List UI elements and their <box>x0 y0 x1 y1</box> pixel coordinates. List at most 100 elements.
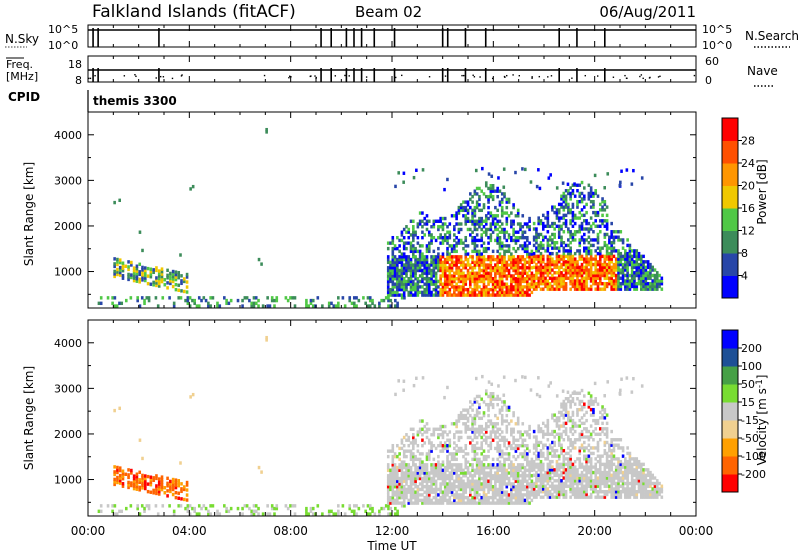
power-cell <box>455 255 458 259</box>
power-cell <box>564 202 568 207</box>
velocity-cell <box>585 473 588 478</box>
velocity-cell <box>466 419 470 423</box>
velocity-cell <box>138 485 142 490</box>
velocity-cell <box>457 493 461 497</box>
velocity-data <box>97 335 664 516</box>
velocity-cell <box>423 501 427 505</box>
velocity-cell <box>432 490 436 494</box>
power-cell <box>412 293 415 297</box>
velocity-cell <box>496 490 499 494</box>
velocity-cell <box>152 488 155 493</box>
power-cell <box>491 186 495 191</box>
velocity-cell <box>548 476 552 480</box>
velocity-cell <box>498 438 502 442</box>
power-cell <box>434 285 438 289</box>
nave-point <box>624 74 626 77</box>
velocity-cell <box>154 504 158 508</box>
velocity-cell <box>592 451 595 456</box>
power-cell <box>583 219 586 223</box>
velocity-cell <box>505 493 509 497</box>
power-cell <box>432 293 436 297</box>
velocity-cell <box>491 501 495 505</box>
power-cell <box>425 244 429 248</box>
velocity-cell <box>455 476 458 481</box>
velocity-cell <box>400 490 404 494</box>
power-cell <box>160 267 164 271</box>
nave-point <box>461 74 463 77</box>
velocity-cell <box>494 471 497 475</box>
velocity-cell <box>598 473 602 478</box>
velocity-cell <box>450 487 454 492</box>
velocity-cell <box>180 489 183 494</box>
velocity-cell <box>482 485 486 489</box>
power-cell <box>471 216 474 221</box>
velocity-cell <box>471 463 474 467</box>
velocity-cell <box>589 479 593 483</box>
power-cell <box>425 274 429 278</box>
nave-point <box>659 75 661 77</box>
power-cell <box>642 287 645 291</box>
velocity-cell <box>321 512 324 516</box>
power-cell <box>521 244 525 248</box>
power-cell <box>564 260 568 264</box>
power-cell <box>535 238 538 242</box>
velocity-cell <box>437 443 440 448</box>
velocity-cell <box>183 487 186 492</box>
power-cell <box>121 269 125 273</box>
velocity-cell <box>507 465 511 470</box>
velocity-cell <box>587 429 591 434</box>
velocity-cell <box>430 479 433 483</box>
power-cbar-segment <box>722 230 738 254</box>
velocity-cell <box>432 468 436 472</box>
power-cell <box>555 282 559 286</box>
power-cell <box>421 290 424 295</box>
power-cell <box>316 296 320 300</box>
velocity-cell <box>487 405 490 410</box>
freq-tick-high: 18 <box>68 58 82 71</box>
power-cell <box>567 249 570 253</box>
power-cell <box>252 301 256 306</box>
velocity-cell <box>546 438 550 442</box>
power-cell <box>434 219 438 223</box>
velocity-cell <box>398 476 401 481</box>
power-cell <box>630 249 634 253</box>
power-cell <box>455 214 458 218</box>
power-cell <box>407 277 411 281</box>
power-cell <box>141 275 144 280</box>
power-cell <box>500 211 504 215</box>
velocity-cell <box>589 465 593 469</box>
velocity-cell <box>423 430 427 434</box>
velocity-cell <box>482 476 486 481</box>
station-title: Falkland Islands (fitACF) <box>92 2 296 22</box>
power-cell <box>505 282 509 286</box>
power-cell <box>409 282 413 286</box>
power-cell <box>183 279 186 284</box>
power-cell <box>589 284 593 289</box>
velocity-cell <box>414 501 417 505</box>
power-cell <box>157 274 161 278</box>
velocity-cell <box>519 465 522 470</box>
power-cell <box>464 214 468 218</box>
velocity-cell <box>207 509 210 514</box>
velocity-cell <box>398 485 401 489</box>
power-cell <box>496 249 499 254</box>
power-cell <box>464 205 468 210</box>
velocity-cell <box>562 465 566 469</box>
power-cell <box>546 265 550 270</box>
power-cell <box>427 249 431 254</box>
power-cell <box>405 266 408 270</box>
power-cell <box>605 262 609 267</box>
power-cell <box>155 278 158 283</box>
power-cell <box>489 263 493 267</box>
power-cell <box>466 257 470 262</box>
velocity-cell <box>516 468 520 472</box>
power-cell <box>446 293 449 297</box>
velocity-cell <box>541 476 545 480</box>
power-cell <box>491 194 495 199</box>
power-cell <box>500 266 504 270</box>
power-cell <box>532 227 536 231</box>
power-cell <box>491 216 495 221</box>
velocity-cell <box>416 457 420 462</box>
power-cell <box>503 244 506 248</box>
velocity-cell <box>580 473 584 478</box>
